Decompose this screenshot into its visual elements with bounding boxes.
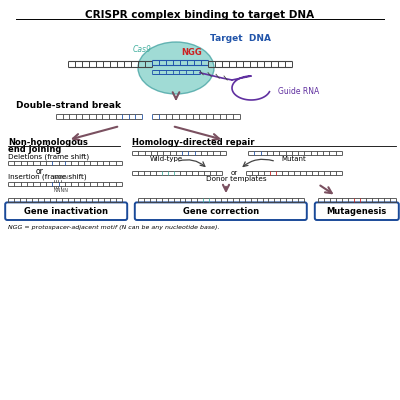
Text: Insertion (frame shift): Insertion (frame shift) [8,174,87,180]
Text: NNNN: NNNN [53,188,68,193]
Text: Gene inactivation: Gene inactivation [24,207,108,216]
Text: or: or [230,170,238,176]
Text: Homology-directed repair: Homology-directed repair [132,138,254,147]
Text: Target  DNA: Target DNA [210,34,270,43]
Text: NGG: NGG [182,48,202,57]
Text: end joining: end joining [8,146,61,154]
Text: CRISPR complex binding to target DNA: CRISPR complex binding to target DNA [86,10,314,20]
Text: Mutagenesis: Mutagenesis [327,207,387,216]
Text: Cas9: Cas9 [132,45,152,54]
Text: Guide RNA: Guide RNA [278,87,319,96]
Ellipse shape [138,42,214,94]
Text: Wild-type: Wild-type [150,156,182,162]
Text: Gene correction: Gene correction [183,207,259,216]
FancyBboxPatch shape [5,202,127,220]
Text: Non-homologous: Non-homologous [8,138,88,147]
Text: or: or [36,167,44,176]
FancyBboxPatch shape [315,202,399,220]
Text: Deletions (frame shift): Deletions (frame shift) [8,154,89,160]
Text: NGG = protospacer-adjacent motif (N can be any nucleotide base).: NGG = protospacer-adjacent motif (N can … [8,226,220,230]
Text: NNNN: NNNN [53,175,68,180]
Text: Mutant: Mutant [282,156,306,162]
FancyBboxPatch shape [135,202,307,220]
Text: Double-strand break: Double-strand break [16,102,121,110]
Text: Donor templates: Donor templates [206,176,266,182]
